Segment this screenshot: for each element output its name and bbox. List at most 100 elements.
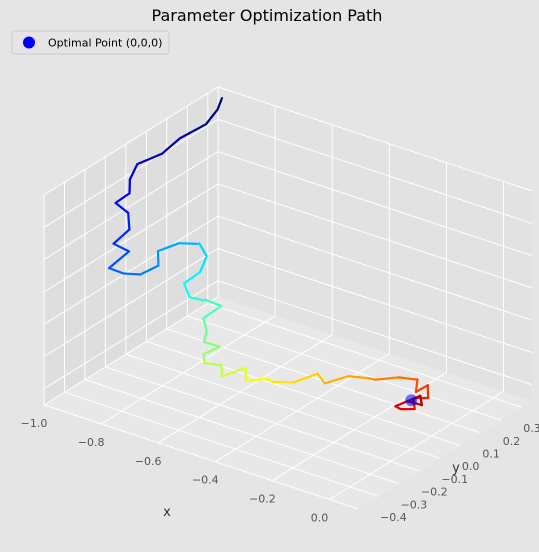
grid-line-x xyxy=(100,315,276,425)
path-segment xyxy=(107,267,125,275)
grid-line-z xyxy=(43,215,219,325)
path-segment xyxy=(199,255,208,274)
grid-line-z xyxy=(43,118,219,228)
y-tick-label: 0.0 xyxy=(462,460,480,473)
path-segment xyxy=(128,163,139,181)
path-segment xyxy=(292,372,319,384)
path-segment xyxy=(204,298,223,308)
legend-box xyxy=(11,30,170,55)
grid-line-y xyxy=(187,315,502,421)
y-tick-label: −0.1 xyxy=(441,473,468,486)
x-tick-label: −1.0 xyxy=(21,417,48,430)
path-segment xyxy=(419,394,423,407)
x-tick-label: −0.8 xyxy=(78,436,105,449)
path-segment xyxy=(122,272,142,276)
path-segment xyxy=(374,376,401,381)
legend-label: Optimal Point (0,0,0) xyxy=(48,37,162,50)
path-segment xyxy=(203,361,223,367)
x-tick-label: 0.0 xyxy=(311,512,329,525)
path-segment xyxy=(177,242,198,245)
grid-line-x xyxy=(329,391,504,500)
path-segment xyxy=(394,400,409,408)
y-tick-label: −0.2 xyxy=(421,486,448,499)
axes-panes xyxy=(44,87,532,509)
grid-line-x xyxy=(157,334,333,444)
y-tick-label: 0.3 xyxy=(523,422,539,435)
left-pane xyxy=(44,87,218,405)
grid-line-y xyxy=(207,302,522,408)
x-tick-label: −0.4 xyxy=(192,474,219,487)
grid-line-x xyxy=(43,296,219,406)
path-segment xyxy=(202,304,223,320)
path-segment xyxy=(203,341,221,348)
grid-line-z xyxy=(217,280,533,386)
path-segment xyxy=(183,282,191,299)
path-segment xyxy=(112,242,131,253)
grid-line-z xyxy=(217,151,533,257)
path-segment xyxy=(204,108,219,126)
grid-line-z xyxy=(43,183,219,293)
path-segment xyxy=(139,264,160,276)
y-tick-label: −0.3 xyxy=(401,498,428,511)
path-segment xyxy=(244,377,268,382)
grid-line-z xyxy=(43,248,219,357)
grid-line-z xyxy=(43,280,219,390)
path-segment xyxy=(202,353,206,364)
path-segment xyxy=(347,375,370,380)
path-segment xyxy=(220,366,247,378)
path-segment xyxy=(316,372,326,385)
path-segment xyxy=(198,242,208,258)
path-segment xyxy=(156,242,180,253)
legend: Optimal Point (0,0,0) xyxy=(11,30,170,55)
grid-line-z xyxy=(217,183,533,289)
grid-line-z xyxy=(217,118,533,224)
path-segment xyxy=(216,96,224,111)
bottom-pane xyxy=(44,297,532,509)
path-segment xyxy=(127,211,131,231)
path-segment xyxy=(114,192,131,204)
grid-line-y xyxy=(84,379,400,485)
path-segment xyxy=(183,271,202,285)
path-segment xyxy=(202,317,208,332)
optimal-point-marker xyxy=(405,394,418,407)
grid-line-y xyxy=(64,391,379,497)
path-segment xyxy=(161,137,181,155)
path-segment xyxy=(178,123,208,140)
grid-line-y xyxy=(105,366,420,472)
optimal-point-layer xyxy=(405,394,418,407)
grid-line-y xyxy=(43,404,359,510)
path-segment xyxy=(112,228,131,245)
y-tick-label: −0.4 xyxy=(380,511,407,524)
x-tick-label: −0.6 xyxy=(135,455,162,468)
tick-labels: −1.0−0.8−0.6−0.4−0.20.0 −0.4−0.3−0.2−0.10… xyxy=(21,417,539,525)
grid-line-y xyxy=(146,341,461,446)
grid-line-z xyxy=(217,215,533,321)
path-segment xyxy=(136,152,164,166)
x-tick-label: −0.2 xyxy=(249,493,276,506)
grid-line-z xyxy=(217,248,533,353)
chart-title: Parameter Optimization Path xyxy=(152,6,383,25)
grid-line-y xyxy=(125,353,441,459)
x-axis-label: x xyxy=(163,505,171,520)
path-segment xyxy=(398,376,415,381)
path-segment xyxy=(188,296,205,302)
y-tick-label: 0.2 xyxy=(503,435,521,448)
legend-marker-icon xyxy=(23,36,35,49)
path-segment xyxy=(414,378,419,394)
path-segment xyxy=(323,375,350,385)
grid-line-z xyxy=(43,151,219,261)
path-segment xyxy=(114,201,130,214)
path-segment xyxy=(202,345,221,356)
grid-line-z xyxy=(217,86,533,192)
path-segment xyxy=(414,384,429,394)
y-axis-label: y xyxy=(452,461,460,476)
grid-line-z xyxy=(43,86,219,196)
path-segment xyxy=(203,329,208,344)
grid-line-x xyxy=(215,353,390,463)
y-tick-label: 0.1 xyxy=(482,448,500,461)
path-segment xyxy=(367,377,377,381)
grid-lines xyxy=(43,86,533,510)
path-segment xyxy=(271,380,295,384)
path-segment xyxy=(107,250,131,270)
